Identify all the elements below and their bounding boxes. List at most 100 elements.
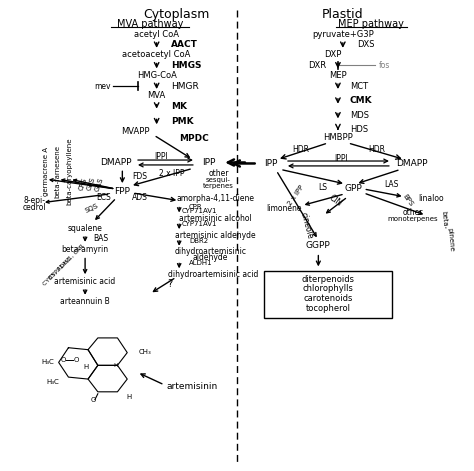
Text: mev: mev: [94, 81, 110, 90]
Text: GGPP: GGPP: [306, 241, 331, 250]
Text: ECS: ECS: [96, 193, 110, 202]
Text: BAS: BAS: [93, 235, 108, 244]
Text: O: O: [73, 357, 79, 364]
Text: IPPI: IPPI: [334, 154, 348, 163]
Text: O: O: [90, 397, 96, 403]
Text: MVA: MVA: [147, 91, 166, 100]
Text: CMK: CMK: [350, 96, 372, 105]
Text: SQS: SQS: [84, 203, 100, 214]
Text: H: H: [83, 364, 89, 370]
Text: Cytoplasm: Cytoplasm: [143, 8, 210, 21]
Text: LAS: LAS: [384, 179, 398, 188]
Text: HDR: HDR: [292, 145, 309, 154]
Text: artemisinic acid: artemisinic acid: [55, 276, 116, 285]
Text: fos: fos: [379, 61, 391, 70]
Text: LS: LS: [319, 184, 328, 193]
Text: beta-caryophyllene: beta-caryophyllene: [66, 138, 73, 205]
Text: MVAPP: MVAPP: [121, 127, 150, 136]
Text: monoterpenes: monoterpenes: [387, 216, 438, 222]
Text: DMAPP: DMAPP: [396, 159, 427, 168]
Text: cineole: cineole: [299, 211, 314, 240]
Text: MEP pathway: MEP pathway: [338, 19, 404, 29]
Text: O: O: [61, 357, 66, 364]
Text: CPR: CPR: [189, 203, 202, 210]
Text: Plastid: Plastid: [322, 8, 364, 21]
Text: pyruvate+G3P: pyruvate+G3P: [312, 30, 374, 39]
Text: CPS: CPS: [78, 177, 88, 191]
Text: CYP71AV1: CYP71AV1: [181, 221, 217, 227]
Text: BPS: BPS: [401, 194, 414, 208]
Text: GAS: GAS: [93, 176, 104, 192]
Text: ?: ?: [167, 279, 173, 289]
Text: limonene: limonene: [266, 204, 302, 213]
Bar: [264, 271, 392, 318]
Text: CYB5, ADH1: CYB5, ADH1: [43, 256, 73, 286]
Text: other: other: [208, 169, 228, 178]
Text: FPP: FPP: [114, 187, 130, 196]
Text: arteannuin B: arteannuin B: [60, 297, 110, 306]
Text: 2 x IPP: 2 x IPP: [159, 169, 184, 178]
Text: IPPI: IPPI: [155, 152, 168, 161]
Text: GPP: GPP: [345, 185, 363, 194]
Text: pinene: pinene: [447, 228, 455, 252]
Text: H₃C: H₃C: [41, 359, 54, 365]
Text: other: other: [402, 208, 423, 217]
Text: PMK: PMK: [171, 117, 194, 126]
Text: ALDH1: ALDH1: [189, 260, 213, 267]
Text: 8-epi-: 8-epi-: [23, 196, 45, 205]
Text: terpenes: terpenes: [203, 183, 234, 189]
Text: DXP: DXP: [324, 50, 342, 59]
Text: sesqui-: sesqui-: [206, 177, 231, 183]
Text: HMG-CoA: HMG-CoA: [137, 71, 177, 80]
Text: tocopherol: tocopherol: [306, 304, 351, 313]
Text: H₃C: H₃C: [46, 379, 59, 385]
Text: artemisinic alcohol: artemisinic alcohol: [179, 214, 252, 223]
Text: DXR: DXR: [308, 61, 326, 70]
Text: IPP: IPP: [264, 159, 278, 168]
Text: acetyl CoA: acetyl CoA: [134, 30, 179, 39]
Text: cedrol: cedrol: [22, 203, 46, 212]
Text: dihydroartemisinic: dihydroartemisinic: [174, 247, 246, 256]
Text: MVA pathway: MVA pathway: [117, 19, 183, 29]
Text: HMGR: HMGR: [171, 81, 199, 90]
Text: amorpha-4,11-diene: amorpha-4,11-diene: [176, 194, 255, 203]
Text: H: H: [127, 394, 132, 400]
Text: 2 x IPP: 2 x IPP: [287, 185, 305, 207]
Text: dihydroartemisinic acid: dihydroartemisinic acid: [168, 270, 259, 279]
Text: beta-amyrin: beta-amyrin: [62, 245, 109, 254]
Text: aldehyde: aldehyde: [193, 253, 228, 262]
Text: linaloo: linaloo: [418, 194, 444, 203]
Text: DXS: DXS: [357, 41, 375, 49]
Text: MDS: MDS: [350, 111, 369, 120]
Text: AACT: AACT: [171, 41, 198, 49]
Text: beta-farnesene: beta-farnesene: [55, 145, 61, 198]
Text: germacrene A: germacrene A: [43, 147, 49, 196]
Text: diterpenoids: diterpenoids: [301, 275, 355, 284]
Text: HMGS: HMGS: [171, 61, 202, 70]
Text: carotenoids: carotenoids: [303, 294, 353, 303]
Text: DMAPP: DMAPP: [100, 158, 131, 167]
Text: DBR2: DBR2: [189, 238, 208, 244]
Text: MPDC: MPDC: [179, 134, 209, 144]
Text: IPP: IPP: [202, 158, 215, 167]
Text: acetoacetyl CoA: acetoacetyl CoA: [122, 50, 191, 59]
Text: MK: MK: [171, 102, 187, 111]
Text: artemisinin: artemisinin: [166, 382, 218, 391]
Text: MCT: MCT: [350, 81, 368, 90]
Text: artemisinic aldehyde: artemisinic aldehyde: [175, 230, 256, 240]
Text: HDS: HDS: [350, 125, 368, 134]
Text: squalene: squalene: [68, 224, 102, 233]
Text: beta-: beta-: [440, 211, 447, 229]
Text: ADS: ADS: [132, 193, 148, 202]
Text: HDR: HDR: [369, 145, 386, 154]
Text: CYP71AV1, CPR: CYP71AV1, CPR: [48, 243, 85, 280]
Text: CIN: CIN: [328, 193, 344, 208]
Text: CYP71AV1: CYP71AV1: [181, 209, 217, 214]
Text: H: H: [113, 363, 118, 368]
Text: chlorophylls: chlorophylls: [303, 284, 354, 293]
Text: CH₃: CH₃: [139, 349, 152, 355]
Text: FDS: FDS: [132, 172, 147, 181]
Text: HMBPP: HMBPP: [323, 132, 353, 141]
Text: MEP: MEP: [329, 71, 347, 80]
Text: GPS: GPS: [86, 177, 96, 192]
